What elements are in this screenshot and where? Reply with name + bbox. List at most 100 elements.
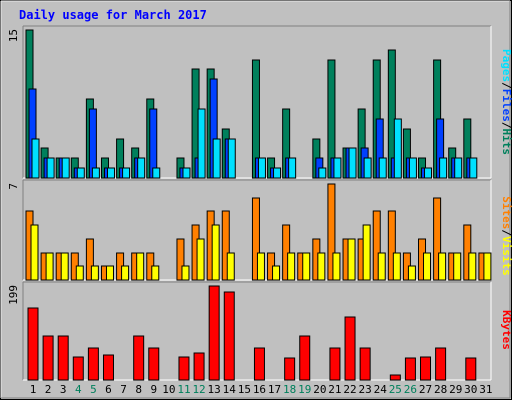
bar-kbytes-day-16 <box>253 347 265 381</box>
bar-pages-day-18 <box>288 157 297 179</box>
bar-sites-day-28 <box>433 197 442 281</box>
x-tick-label-21: 21 <box>328 383 341 396</box>
legend-visits: Visits <box>500 236 512 276</box>
legend-sites-visits: Sites/Visits <box>500 196 512 276</box>
x-tick-label-6: 6 <box>105 383 112 396</box>
bar-pages-day-5 <box>91 167 100 179</box>
bar-kbytes-day-12 <box>193 352 205 381</box>
bar-pages-day-27 <box>424 167 433 179</box>
x-tick-label-27: 27 <box>419 383 432 396</box>
x-tick-label-22: 22 <box>343 383 356 396</box>
bar-kbytes-day-9 <box>148 347 160 381</box>
x-tick-label-24: 24 <box>374 383 388 396</box>
y-axis-labels: 15 7 199 <box>7 29 20 305</box>
bar-visits-day-2 <box>45 252 54 281</box>
bar-kbytes-day-19 <box>299 335 311 381</box>
bar-visits-day-28 <box>438 252 447 281</box>
x-tick-label-19: 19 <box>298 383 311 396</box>
x-tick-label-23: 23 <box>359 383 372 396</box>
x-tick-label-7: 7 <box>120 383 127 396</box>
x-tick-label-12: 12 <box>192 383 205 396</box>
bar-kbytes-day-27 <box>420 356 432 381</box>
legend-kbytes: KBytes <box>500 310 512 350</box>
bar-pages-day-26 <box>408 157 417 179</box>
y-max-label-sites-visits: 7 <box>7 183 20 190</box>
x-tick-label-29: 29 <box>449 383 462 396</box>
bar-sites-day-14 <box>221 210 230 281</box>
bar-kbytes-day-2 <box>42 335 54 381</box>
y-max-label-hits-files-pages: 15 <box>7 29 20 42</box>
bar-visits-day-19 <box>302 252 311 281</box>
bar-visits-day-27 <box>423 252 432 281</box>
bar-visits-day-5 <box>90 265 99 281</box>
x-tick-label-16: 16 <box>253 383 266 396</box>
x-tick-label-14: 14 <box>223 383 237 396</box>
bar-pages-day-14 <box>227 138 236 179</box>
bar-pages-day-6 <box>106 167 115 179</box>
x-tick-label-2: 2 <box>45 383 52 396</box>
x-tick-label-15: 15 <box>238 383 251 396</box>
bar-pages-day-28 <box>439 157 448 179</box>
bar-kbytes-day-3 <box>57 335 69 381</box>
bar-visits-day-22 <box>347 238 356 281</box>
legend-hits-files-pages: Pages/Files/Hits <box>500 49 512 155</box>
bar-pages-day-9 <box>152 167 161 179</box>
bar-pages-day-25 <box>393 118 402 179</box>
bar-visits-day-21 <box>332 252 341 281</box>
bar-pages-day-7 <box>122 167 131 179</box>
bar-kbytes-day-21 <box>329 347 341 381</box>
bar-kbytes-day-5 <box>87 347 99 381</box>
x-tick-label-9: 9 <box>150 383 157 396</box>
x-tick-label-31: 31 <box>479 383 492 396</box>
bar-kbytes-day-25 <box>389 374 401 381</box>
legend-sites: Sites <box>500 196 512 229</box>
svg-text:Pages/Files/Hits: Pages/Files/Hits <box>500 49 512 155</box>
bar-pages-day-8 <box>137 157 146 179</box>
bar-sites-day-21 <box>327 183 336 281</box>
x-tick-label-17: 17 <box>268 383 281 396</box>
bar-visits-day-13 <box>211 224 220 281</box>
bar-visits-day-12 <box>196 238 205 281</box>
bar-visits-day-30 <box>468 252 477 281</box>
bar-pages-day-29 <box>454 157 463 179</box>
bar-kbytes-day-26 <box>404 357 416 381</box>
bar-visits-day-25 <box>392 252 401 281</box>
bar-kbytes-day-8 <box>133 335 145 381</box>
bar-visits-day-6 <box>105 265 114 281</box>
x-tick-label-11: 11 <box>177 383 190 396</box>
x-tick-label-25: 25 <box>389 383 402 396</box>
x-tick-label-30: 30 <box>464 383 477 396</box>
bar-pages-day-17 <box>273 167 282 179</box>
bar-visits-day-17 <box>272 265 281 281</box>
x-axis-labels: 1 2 3 4 5 6 7 8 9 10 11 12 13 14 15 16 17 18 19 20 21 22 23 24 2… <box>30 383 493 396</box>
legend-pages: Pages <box>500 49 512 82</box>
bar-pages-day-11 <box>182 167 191 179</box>
bar-visits-day-29 <box>453 252 462 281</box>
bar-visits-day-4 <box>75 265 84 281</box>
legend-hits: Hits <box>500 129 512 156</box>
bar-pages-day-22 <box>348 147 357 179</box>
bar-pages-day-21 <box>333 157 342 179</box>
bar-visits-day-23 <box>362 224 371 281</box>
bar-visits-day-1 <box>30 224 39 281</box>
bar-sites-day-16 <box>251 197 260 281</box>
x-tick-label-26: 26 <box>404 383 417 396</box>
bar-pages-day-20 <box>318 167 327 179</box>
bar-visits-day-24 <box>377 252 386 281</box>
bar-sites-day-11 <box>176 238 185 281</box>
bar-visits-day-31 <box>483 252 492 281</box>
bar-kbytes-day-1 <box>27 307 39 381</box>
bar-marks <box>25 29 492 381</box>
legend-sep-2: / <box>500 122 512 129</box>
bar-pages-day-1 <box>31 138 40 179</box>
legend-kbytes-wrap: KBytes <box>500 310 512 350</box>
bar-visits-day-8 <box>136 252 145 281</box>
bar-kbytes-day-4 <box>72 356 84 381</box>
x-tick-label-20: 20 <box>313 383 326 396</box>
y-max-label-kbytes: 199 <box>7 285 20 305</box>
svg-text:Sites/Visits: Sites/Visits <box>500 196 512 276</box>
bar-visits-day-9 <box>151 265 160 281</box>
bar-kbytes-day-22 <box>344 316 356 381</box>
bar-pages-day-30 <box>469 157 478 179</box>
bar-visits-day-16 <box>256 252 265 281</box>
